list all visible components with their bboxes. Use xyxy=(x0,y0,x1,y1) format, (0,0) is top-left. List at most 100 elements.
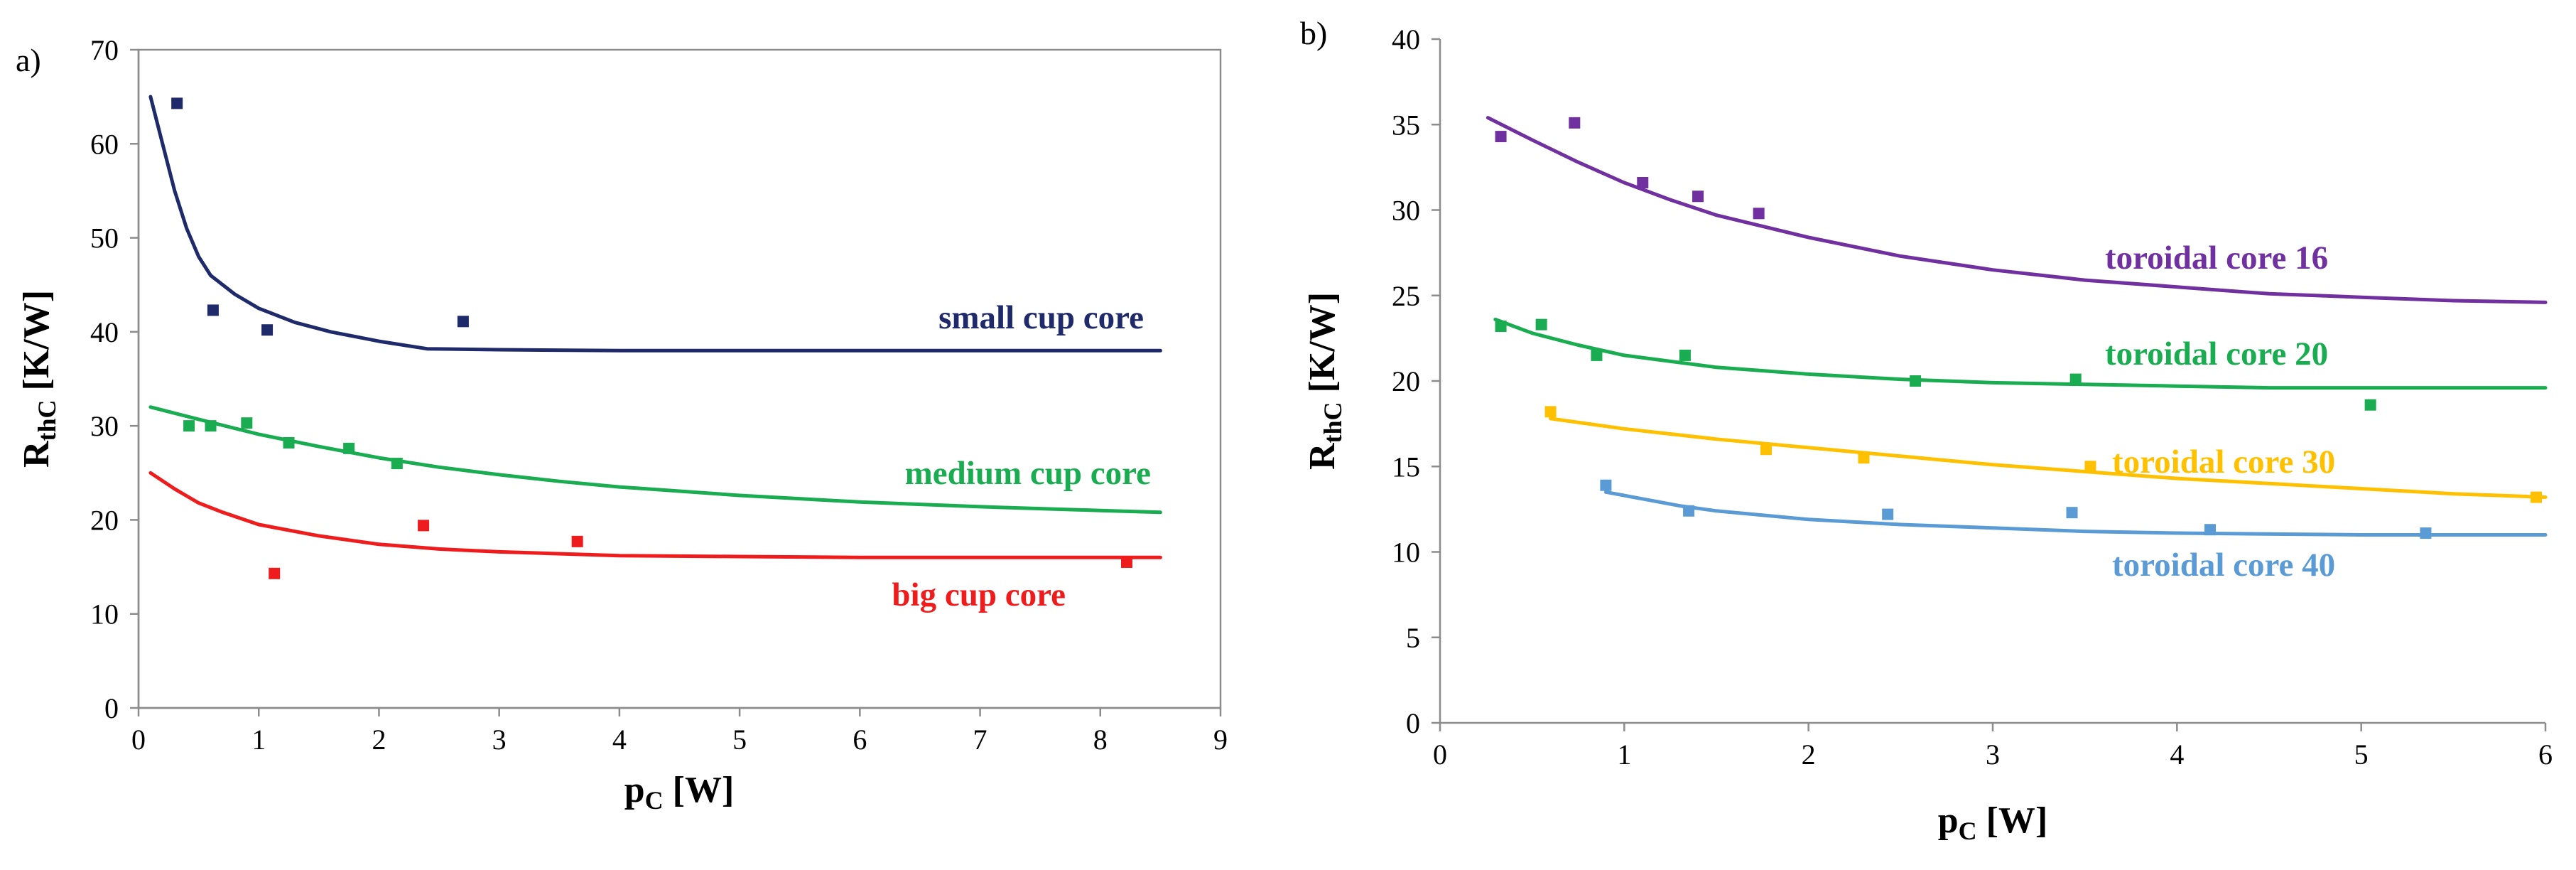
toroidal-core-40-data-point xyxy=(2204,524,2217,536)
medium-cup-core-trend-line xyxy=(148,405,1162,515)
panel-b-y-tick-label: 25 xyxy=(1392,280,1420,312)
medium-cup-core-data-point xyxy=(283,436,295,449)
panel-a-x-title-sub: C xyxy=(645,786,664,815)
panel-a-x-tick-label: 6 xyxy=(853,724,867,756)
big-cup-core-data-point xyxy=(269,567,281,579)
medium-cup-core-data-point xyxy=(241,417,253,429)
medium-cup-core-label: medium cup core xyxy=(905,455,1151,492)
toroidal-core-30-data-point xyxy=(2531,491,2543,503)
panel-b-x-axis-title: pC [W] xyxy=(1938,800,2048,845)
toroidal-core-16-data-point xyxy=(1692,190,1704,203)
toroidal-core-40-data-point xyxy=(2420,527,2432,539)
panel-a: a) pC [W] RthC [K/W] 0 10 20 30 40 50 60 70 0 1 2 3… xyxy=(16,34,1228,815)
big-cup-core-data-point xyxy=(571,535,583,547)
toroidal-core-30-label: toroidal core 30 xyxy=(2112,444,2335,480)
panel-a-x-tick-label: 9 xyxy=(1213,724,1228,756)
toroidal-core-30-data-point xyxy=(1760,444,1773,456)
svg-text:pC [W]: pC [W] xyxy=(624,770,735,815)
toroidal-core-16-label: toroidal core 16 xyxy=(2105,240,2328,276)
panel-b-y-tick-label: 30 xyxy=(1392,195,1420,227)
toroidal-core-30-data-point xyxy=(2084,461,2096,473)
panel-b-y-title-main: R xyxy=(1302,442,1343,470)
panel-b-x-title-sub: C xyxy=(1959,817,1977,845)
toroidal-core-20-data-point xyxy=(2069,373,2082,385)
toroidal-core-16-data-point xyxy=(1569,117,1581,129)
panel-b-y-title-unit: [K/W] xyxy=(1302,292,1343,402)
toroidal-core-40-data-point xyxy=(1600,479,1612,491)
panel-a-y-title-main: R xyxy=(16,440,57,468)
toroidal-core-20-data-point xyxy=(1495,321,1507,333)
panel-b-y-title-sub: thC xyxy=(1319,402,1347,443)
big-cup-core-data-point xyxy=(418,520,430,532)
panel-b-y-tick-label: 10 xyxy=(1392,537,1420,569)
svg-text:pC [W]: pC [W] xyxy=(1938,800,2048,845)
panel-b-y-tick-label: 20 xyxy=(1392,365,1420,397)
panel-a-x-tick-label: 3 xyxy=(492,724,507,756)
toroidal-core-16-data-point xyxy=(1637,177,1649,189)
panel-a-x-title-unit: [W] xyxy=(664,770,735,810)
big-cup-core-trend-line xyxy=(148,471,1162,559)
panel-a-y-tick-label: 50 xyxy=(90,222,119,254)
panel-a-y-axis-title: RthC [K/W] xyxy=(16,290,61,468)
panel-b-y-axis-title: RthC [K/W] xyxy=(1302,292,1347,470)
medium-cup-core-data-point xyxy=(391,458,403,470)
small-cup-core-trend-line xyxy=(148,95,1162,353)
small-cup-core-data-point xyxy=(171,97,183,109)
svg-text:RthC [K/W]: RthC [K/W] xyxy=(16,290,61,468)
medium-cup-core-data-point xyxy=(343,442,355,454)
panel-b-x-title-unit: [W] xyxy=(1977,800,2048,841)
panel-label-b: b) xyxy=(1300,15,1327,51)
panel-a-x-tick-label: 2 xyxy=(372,724,386,756)
panel-b-y-tick-label: 0 xyxy=(1406,707,1420,739)
panel-b-x-tick-label: 6 xyxy=(2538,739,2553,770)
toroidal-core-30-data-point xyxy=(1858,452,1870,464)
big-cup-core-data-point xyxy=(1121,556,1133,568)
toroidal-core-20-data-point xyxy=(1679,349,1691,361)
toroidal-core-30-trend-line xyxy=(1549,417,2548,499)
toroidal-core-16-trend-line xyxy=(1485,116,2548,304)
toroidal-core-20-data-point xyxy=(1535,318,1547,331)
small-cup-core-label: small cup core xyxy=(938,299,1144,336)
toroidal-core-20-data-point xyxy=(2364,399,2376,411)
medium-cup-core-data-point xyxy=(183,420,195,432)
panel-a-y-tick-label: 0 xyxy=(104,692,119,724)
panel-a-y-title-unit: [K/W] xyxy=(16,290,57,400)
panel-b-x-tick-label: 0 xyxy=(1433,739,1447,770)
small-cup-core-data-point xyxy=(207,304,219,316)
panel-a-y-tick-label: 60 xyxy=(90,128,119,160)
panel-b-y-tick-label: 15 xyxy=(1392,451,1420,483)
panel-a-x-tick-label: 1 xyxy=(251,724,266,756)
toroidal-core-40-data-point xyxy=(2066,507,2078,519)
panel-a-y-tick-label: 40 xyxy=(90,316,119,348)
toroidal-core-30-data-point xyxy=(1544,406,1557,418)
panel-b-y-tick-label: 35 xyxy=(1392,109,1420,141)
panel-b-x-tick-label: 3 xyxy=(1986,739,2000,770)
panel-label-a: a) xyxy=(16,42,41,78)
toroidal-core-20-trend-line xyxy=(1493,317,2548,390)
panel-a-x-tick-label: 0 xyxy=(131,724,146,756)
toroidal-core-16-data-point xyxy=(1495,131,1507,143)
small-cup-core-data-point xyxy=(457,316,469,328)
toroidal-core-20-data-point xyxy=(1591,349,1603,361)
panel-a-y-tick-label: 70 xyxy=(90,34,119,66)
panel-b-x-tick-label: 1 xyxy=(1617,739,1631,770)
toroidal-core-40-label: toroidal core 40 xyxy=(2112,547,2335,584)
panel-b-x-tick-label: 4 xyxy=(2170,739,2184,770)
panel-a-x-tick-label: 4 xyxy=(612,724,627,756)
toroidal-core-40-data-point xyxy=(1882,508,1894,520)
panel-b-x-tick-label: 2 xyxy=(1802,739,1816,770)
toroidal-core-20-label: toroidal core 20 xyxy=(2105,335,2328,372)
panel-b-x-title-main: p xyxy=(1938,800,1959,841)
small-cup-core-data-point xyxy=(261,324,274,336)
panel-a-x-title-main: p xyxy=(624,770,645,810)
toroidal-core-20-data-point xyxy=(1910,375,1922,387)
panel-a-y-title-sub: thC xyxy=(33,399,61,441)
big-cup-core-label: big cup core xyxy=(892,576,1066,613)
toroidal-core-40-data-point xyxy=(1683,505,1695,517)
panel-a-x-tick-label: 7 xyxy=(973,724,987,756)
panel-a-x-tick-label: 5 xyxy=(732,724,747,756)
panel-b-x-tick-label: 5 xyxy=(2354,739,2369,770)
toroidal-core-40-trend-line xyxy=(1603,490,2548,537)
panel-b-y-tick-label: 5 xyxy=(1406,622,1420,654)
